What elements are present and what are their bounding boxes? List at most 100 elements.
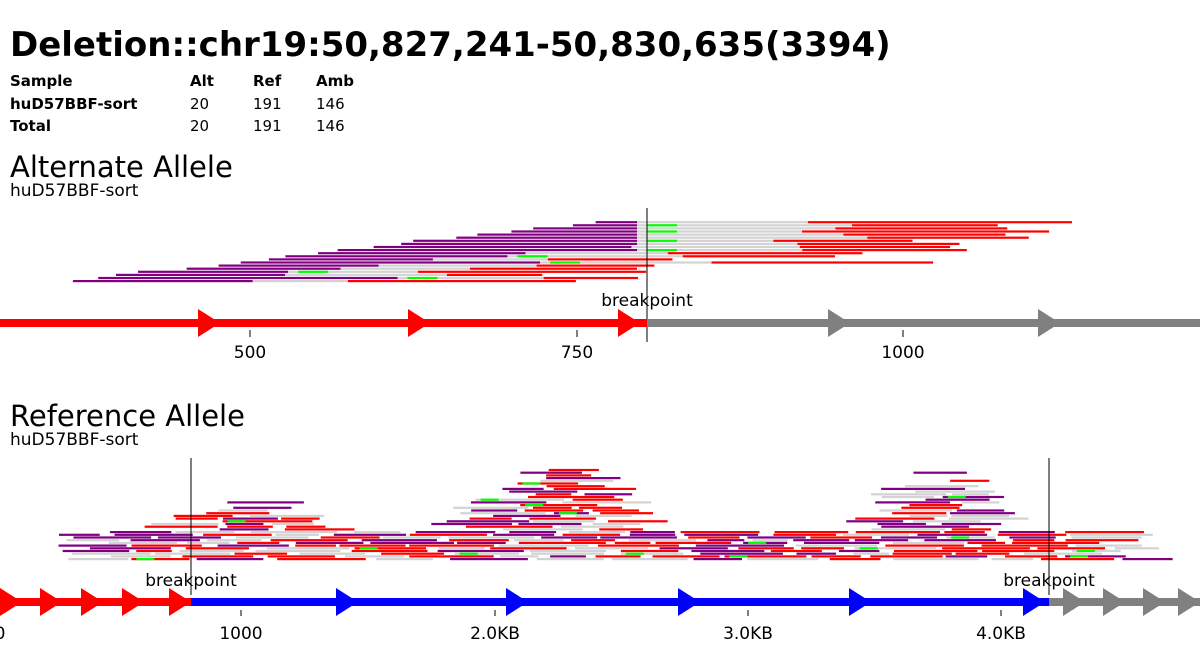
sample-name: huD57BBF-sort [10,94,138,113]
reference-allele-title: Reference Allele [10,399,245,433]
read-segment [801,547,845,550]
breakpoint-label: breakpoint [145,571,237,591]
read-segment [457,541,506,544]
read-segment [71,552,151,555]
read-segment [469,267,637,270]
read-segment [774,531,849,534]
read-segment [773,533,837,536]
read-segment [381,552,445,555]
read-segment [275,533,319,536]
read-segment [584,493,633,496]
read-segment [237,541,280,544]
read-segment [838,549,880,553]
alternate-sample-label: huD57BBF-sort [10,181,139,201]
amb-count: 146 [316,94,345,113]
reference-axis: 0 1000 2.0KB 3.0KB 4.0KB [0,610,1026,644]
read-segment [1037,547,1106,550]
read-segment [471,509,518,512]
read-segment [867,236,1029,239]
mismatch-mark [359,547,378,550]
read-segment [347,280,576,283]
read-segment [518,522,582,526]
read-segment [944,531,985,534]
mismatch-mark [558,512,577,515]
ref-column-header: Ref [253,72,282,91]
read-segment [637,249,803,252]
read-segment [835,227,1008,230]
read-segment [376,558,433,561]
read-segment [266,547,350,550]
arrow-marker [1103,588,1125,616]
read-segment [529,549,607,553]
read-segment [450,558,528,561]
read-segment [724,555,807,558]
read-segment [509,490,578,493]
arrow-marker [408,309,430,337]
alternate-reads [72,221,1073,283]
read-segment [179,549,244,553]
read-segment [1069,533,1153,536]
read-segment [157,536,221,539]
read-segment [877,522,926,526]
read-segment [846,520,904,523]
breakpoint-label: breakpoint [601,291,693,311]
mismatch-mark [748,541,767,544]
read-segment [620,549,679,553]
read-segment [546,474,592,477]
read-segment [682,255,835,258]
read-segment [946,536,995,539]
read-segment [449,539,509,542]
read-segment [637,227,836,230]
read-segment [520,504,598,507]
read-segment [437,549,524,553]
read-segment [131,544,202,547]
read-segment [637,233,844,236]
read-segment [948,517,1029,520]
read-segment [354,547,427,550]
read-segment [218,264,379,267]
read-segment [175,517,218,520]
read-segment [460,512,546,515]
read-segment [875,501,951,504]
read-segment [871,528,946,531]
arrow-marker [849,588,871,616]
read-segment [409,533,487,536]
read-segment [185,547,249,550]
arrow-marker [169,588,191,616]
summary-header-row: Sample Alt Ref Amb [10,70,376,93]
read-segment [955,552,1010,555]
read-segment [116,273,286,276]
read-segment [267,555,335,558]
read-segment [250,531,337,534]
read-segment [509,531,557,534]
read-segment [572,498,623,501]
read-segment [853,552,890,555]
read-segment [997,533,1067,536]
read-segment [351,549,428,553]
read-segment [470,501,547,504]
read-segment [637,242,798,245]
arrow-marker [198,309,220,337]
read-segment [870,493,947,496]
axis-tick-label: 4.0KB [976,624,1026,644]
read-segment [528,495,615,499]
read-segment [535,493,572,496]
read-segment [136,549,172,553]
read-segment [637,239,774,242]
axis-tick-label: 1000 [219,624,262,644]
read-segment [337,249,637,252]
mismatch-mark [859,547,878,550]
read-segment [517,482,579,485]
read-segment [339,544,406,547]
read-segment [707,539,745,542]
read-segment [511,230,637,233]
read-segment [130,539,200,542]
read-segment [796,544,877,547]
read-segment [571,539,616,542]
read-segment [446,520,530,523]
amb-count: 146 [316,117,345,136]
arrow-marker [1178,588,1200,616]
read-segment [1065,539,1139,542]
reference-allele-track: breakpoint breakpoint 0 1000 2.0KB 3.0KB… [0,458,1200,644]
read-segment [893,558,979,561]
